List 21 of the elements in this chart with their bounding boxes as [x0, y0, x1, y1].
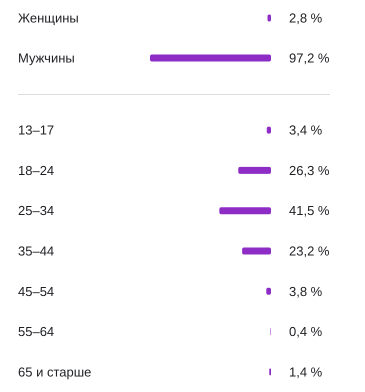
data-label: 1,4 %	[289, 364, 323, 380]
y-tick-label: 45–54	[18, 284, 54, 299]
data-label: 2,8 %	[289, 10, 323, 26]
y-tick-label: 25–34	[18, 203, 54, 218]
bar	[242, 248, 271, 254]
data-label: 3,4 %	[289, 122, 323, 138]
y-tick-label: 18–24	[18, 162, 54, 178]
bar	[219, 207, 271, 214]
y-tick-label: 35–44	[18, 244, 54, 258]
data-label: 3,8 %	[289, 284, 323, 299]
data-label: 0,4 %	[289, 324, 323, 340]
data-label: 26,3 %	[289, 162, 330, 178]
y-tick-label: 13–17	[18, 122, 54, 138]
y-tick-label: 65 и старше	[18, 364, 92, 380]
y-tick-label: Женщины	[18, 10, 79, 26]
data-label: 23,2 %	[289, 244, 330, 258]
y-tick-label: 55–64	[18, 324, 54, 340]
bar	[238, 166, 271, 174]
y-tick-label: Мужчины	[18, 50, 75, 66]
data-label: 41,5 %	[289, 203, 330, 218]
data-label: 97,2 %	[289, 50, 330, 66]
